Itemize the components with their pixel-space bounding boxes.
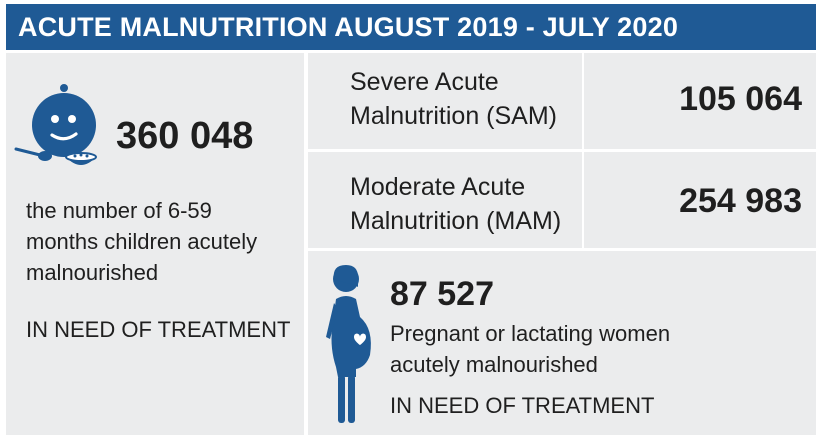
women-description-line2: acutely malnourished — [390, 352, 598, 377]
sam-label-line2: Malnutrition (SAM) — [350, 102, 557, 130]
mam-label-line2: Malnutrition (MAM) — [350, 207, 562, 235]
mam-label-cell: Moderate Acute Malnutrition (MAM) — [308, 152, 582, 248]
sam-value: 105 064 — [679, 80, 802, 118]
pregnant-woman-icon — [326, 265, 371, 423]
children-panel: 360 048 the number of 6-59 months childr… — [6, 53, 304, 435]
child-eating-icon — [14, 84, 97, 165]
women-panel: 87 527 Pregnant or lactating women acute… — [308, 251, 816, 435]
sam-label-line1: Severe Acute — [350, 68, 499, 96]
children-description-line1: the number of 6-59 — [26, 198, 212, 223]
page-title: ACUTE MALNUTRITION AUGUST 2019 - JULY 20… — [18, 12, 679, 42]
header-banner: ACUTE MALNUTRITION AUGUST 2019 - JULY 20… — [6, 4, 816, 50]
children-description-line2: months children acutely — [26, 229, 258, 254]
women-description-line1: Pregnant or lactating women — [390, 321, 671, 346]
children-count: 360 048 — [116, 115, 254, 157]
children-need-treatment: IN NEED OF TREATMENT — [26, 317, 291, 342]
women-count: 87 527 — [390, 275, 494, 313]
sam-value-cell: 105 064 — [584, 53, 816, 149]
women-need-treatment: IN NEED OF TREATMENT — [390, 393, 655, 418]
mam-label-line1: Moderate Acute — [350, 173, 526, 201]
mam-value: 254 983 — [679, 182, 802, 220]
mam-value-cell: 254 983 — [584, 152, 816, 248]
sam-label-cell: Severe Acute Malnutrition (SAM) — [308, 53, 582, 149]
children-description-line3: malnourished — [26, 260, 159, 285]
